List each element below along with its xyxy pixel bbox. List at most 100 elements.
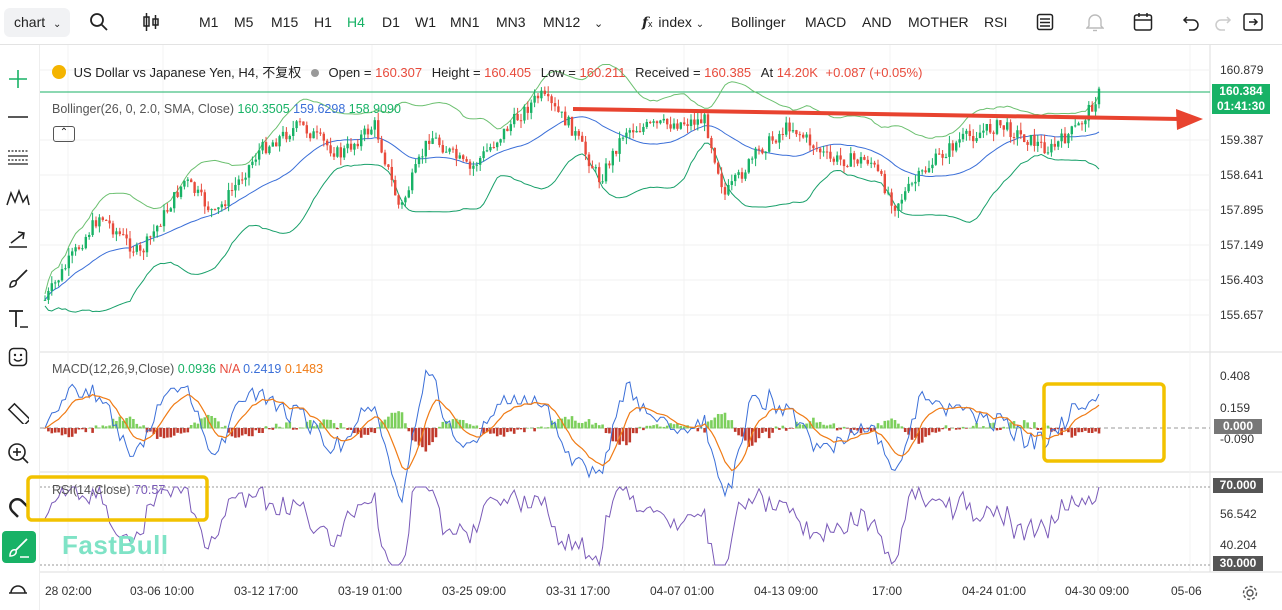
timeframe-mn12[interactable]: MN12 — [543, 14, 581, 30]
macd-histogram-bar — [808, 421, 812, 429]
candle-body — [485, 150, 489, 152]
candle-body — [489, 146, 492, 151]
candle-body — [54, 282, 57, 284]
chart-select-label: chart — [14, 14, 46, 30]
candle-body — [309, 133, 312, 139]
layout-button[interactable] — [1036, 0, 1054, 45]
magnet-tool[interactable] — [4, 493, 32, 521]
macd-histogram-bar — [958, 428, 961, 430]
macd-histogram-bar — [635, 428, 638, 434]
brush-tool[interactable] — [4, 265, 32, 293]
candle-body — [1087, 104, 1090, 121]
lock-drawings-tool[interactable] — [2, 531, 36, 563]
index-menu[interactable]: fx index ⌄ — [642, 14, 705, 31]
macd-histogram-bar — [805, 423, 808, 429]
candle-body — [914, 181, 917, 184]
collapse-legend-button[interactable]: ⌃ — [53, 126, 75, 142]
candle-body — [251, 161, 254, 166]
undo-button[interactable] — [1182, 0, 1200, 45]
layout-icon — [1036, 13, 1054, 31]
macd-histogram-bar — [591, 424, 594, 429]
rsi-legend[interactable]: RSI(14,Close) 70.57 — [52, 483, 165, 497]
indicator-macd[interactable]: MACD — [805, 14, 847, 30]
candle-body — [81, 248, 84, 250]
search-button[interactable] — [89, 0, 109, 45]
candle-body — [1002, 125, 1005, 130]
macd-histogram-bar — [57, 428, 60, 433]
candle-body — [326, 140, 329, 146]
macd-histogram-bar — [461, 420, 465, 429]
time-axis-label: 03-06 10:00 — [130, 584, 195, 598]
candle-body — [757, 148, 761, 150]
chart-type-select[interactable]: chart ⌄ — [4, 8, 70, 37]
timeframe-w1[interactable]: W1 — [415, 14, 436, 30]
timeframe-m1[interactable]: M1 — [199, 14, 219, 30]
timeframe-h4[interactable]: H4 — [347, 14, 365, 30]
candle-body — [550, 96, 553, 104]
text-tool[interactable] — [4, 305, 32, 333]
candle-body — [686, 124, 689, 126]
candle-body — [587, 154, 591, 167]
macd-legend[interactable]: MACD(12,26,9,Close) 0.0936 N/A 0.2419 0.… — [52, 362, 323, 376]
indicator-rsi[interactable]: RSI — [984, 14, 1008, 30]
macd-histogram-bar — [727, 420, 730, 429]
macd-histogram-bar — [434, 428, 438, 438]
fib-tool[interactable] — [4, 143, 32, 171]
indicator-mother[interactable]: MOTHER — [908, 14, 969, 30]
candle-body — [683, 122, 686, 125]
candle-body — [747, 159, 750, 173]
indicator-bollinger[interactable]: Bollinger — [731, 14, 786, 30]
macd-histogram-bar — [1063, 428, 1067, 430]
macd-histogram-bar — [604, 428, 608, 434]
candle-type-button[interactable] — [142, 0, 160, 45]
time-axis-label: 04-07 01:00 — [650, 584, 715, 598]
candle-body — [411, 172, 414, 191]
redo-button[interactable] — [1214, 0, 1232, 45]
settings-button[interactable] — [1242, 585, 1258, 606]
alert-button[interactable] — [1085, 0, 1105, 45]
macd-histogram-bar — [166, 428, 169, 438]
macd-histogram-bar — [866, 428, 870, 430]
timeframe-mn1[interactable]: MN1 — [450, 14, 480, 30]
macd-histogram-bar — [754, 428, 757, 443]
indicator-and[interactable]: AND — [862, 14, 892, 30]
candle-body — [700, 119, 703, 124]
crosshair-tool[interactable] — [4, 65, 32, 93]
ruler-tool[interactable] — [4, 399, 32, 427]
candle-body — [1050, 143, 1053, 153]
macd-histogram-bar — [696, 428, 700, 432]
chevron-up-icon: ⌃ — [59, 127, 69, 138]
timeframe-mn3[interactable]: MN3 — [496, 14, 526, 30]
candle-body — [387, 164, 390, 167]
emoji-tool[interactable] — [4, 343, 32, 371]
timeframe-m5[interactable]: M5 — [234, 14, 254, 30]
zoom-tool[interactable] — [4, 439, 32, 467]
candle-body — [1016, 130, 1019, 138]
arrow-tool[interactable] — [4, 225, 32, 253]
timeframe-more-button[interactable]: ⌄ — [594, 0, 603, 45]
candle-type-icon — [143, 13, 159, 31]
bollinger-legend[interactable]: Bollinger(26, 0, 2.0, SMA, Close) 160.35… — [52, 102, 401, 116]
timeframe-d1[interactable]: D1 — [382, 14, 400, 30]
fullscreen-button[interactable] — [1243, 0, 1263, 45]
timeframe-m15[interactable]: M15 — [271, 14, 299, 30]
macd-histogram-bar — [349, 428, 353, 430]
candle-body — [475, 164, 478, 166]
macd-axis-label: -0.090 — [1220, 432, 1255, 446]
candle-body — [771, 136, 774, 141]
macd-histogram-bar — [764, 428, 768, 432]
macd-histogram-bar — [509, 428, 513, 432]
macd-histogram-bar — [757, 428, 761, 439]
candle-body — [897, 203, 900, 211]
candle-body — [1053, 143, 1056, 147]
pattern-tool[interactable] — [4, 184, 32, 212]
macd-histogram-bar — [676, 423, 679, 429]
more-tools[interactable] — [4, 573, 32, 601]
trendline-tool[interactable] — [4, 103, 32, 131]
timeframe-h1[interactable]: H1 — [314, 14, 332, 30]
candle-body — [196, 189, 200, 193]
candle-body — [836, 155, 839, 162]
candle-body — [832, 158, 835, 162]
calendar-button[interactable] — [1133, 0, 1153, 45]
